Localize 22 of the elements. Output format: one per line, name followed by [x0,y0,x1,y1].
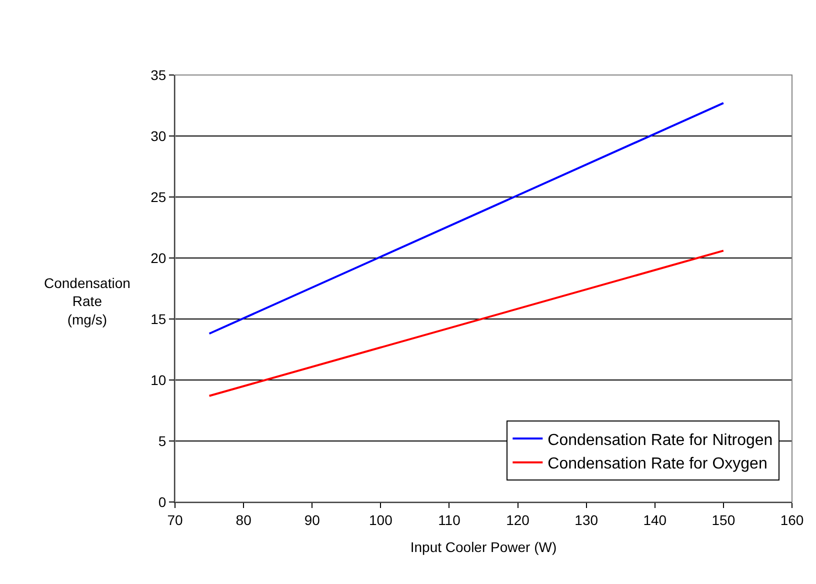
y-tick-label: 5 [158,432,166,449]
x-axis-title: Input Cooler Power (W) [410,539,557,556]
y-tick-label: 25 [150,188,166,205]
y-axis-title: Condensation Rate (mg/s) [44,275,130,328]
x-tick-label: 80 [236,512,252,528]
x-tick-label: 110 [438,512,461,528]
x-tick-label: 70 [167,512,183,528]
y-tick-label: 30 [150,128,166,144]
legend-label: Condensation Rate for Nitrogen [548,432,773,449]
x-tick-label: 100 [368,512,393,528]
y-tick-label: 10 [150,372,166,388]
x-tick-label: 140 [643,512,667,528]
y-tick-label: 0 [158,494,166,510]
x-tick-label: 90 [304,512,320,528]
y-tick-label: 15 [150,310,166,327]
x-tick-label: 120 [506,512,530,528]
legend-label: Condensation Rate for Oxygen [548,456,768,473]
x-tick-label: 150 [712,512,736,528]
y-tick-label: 35 [150,66,166,83]
x-tick-label: 130 [574,512,598,528]
x-tick-label: 160 [780,512,804,528]
y-tick-label: 20 [150,250,166,266]
